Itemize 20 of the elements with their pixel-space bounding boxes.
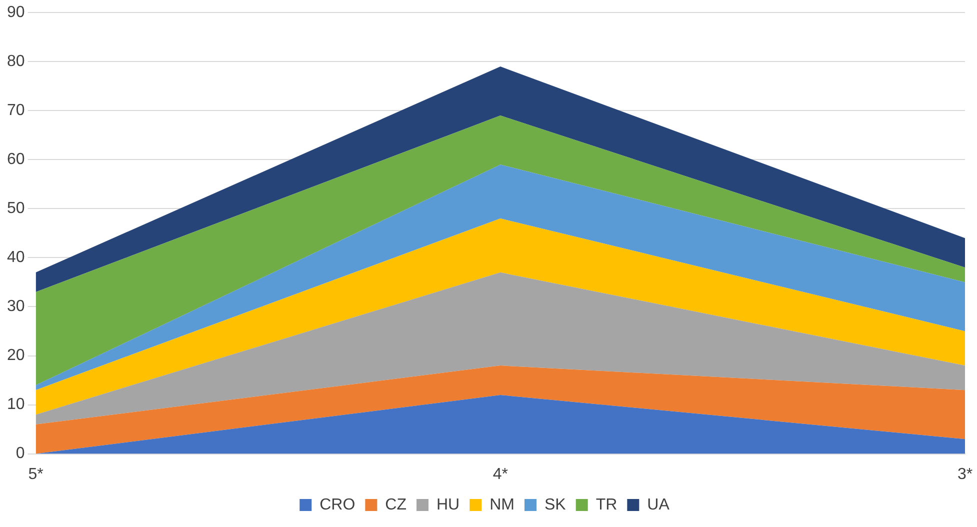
y-tick-label: 40: [7, 249, 25, 266]
legend-label: NM: [490, 496, 514, 514]
y-tick-label: 90: [7, 4, 25, 22]
legend-label: CRO: [320, 496, 356, 514]
y-tick-label: 50: [7, 200, 25, 218]
y-tick-label: 10: [7, 396, 25, 414]
legend-label: HU: [436, 496, 460, 514]
y-tick-label: 70: [7, 102, 25, 120]
y-tick-label: 80: [7, 53, 25, 70]
legend-label: UA: [647, 496, 670, 514]
legend-label: CZ: [385, 496, 407, 514]
y-tick-label: 60: [7, 151, 25, 168]
x-tick-label: 3*: [957, 466, 973, 483]
legend-label: TR: [596, 496, 618, 514]
y-tick-label: 20: [7, 347, 25, 364]
x-tick-label: 5*: [28, 466, 44, 483]
y-tick-label: 0: [16, 445, 25, 462]
legend-label: SK: [544, 496, 566, 514]
y-tick-label: 30: [7, 298, 25, 316]
x-tick-label: 4*: [492, 466, 508, 483]
